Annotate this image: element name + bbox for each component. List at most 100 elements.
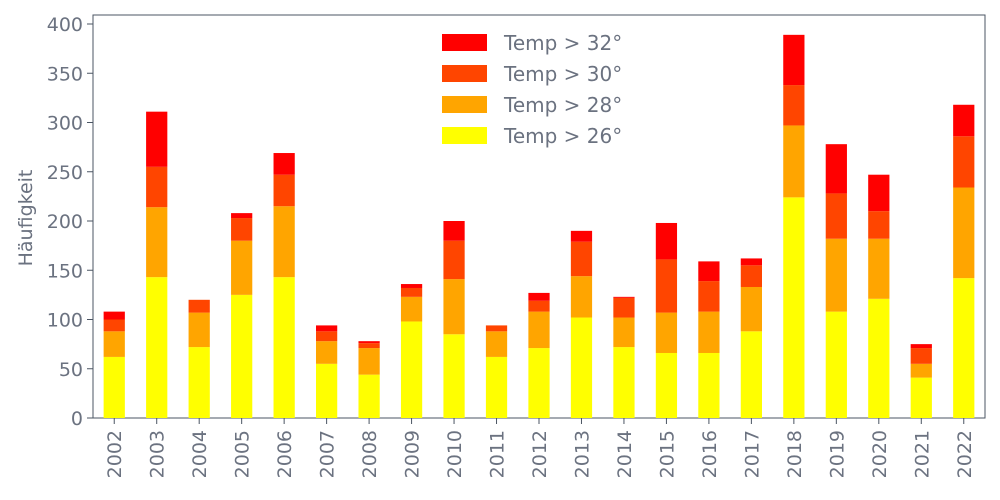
x-tick-label: 2011: [487, 430, 509, 478]
legend-swatch: [442, 127, 487, 144]
legend-swatch: [442, 96, 487, 113]
bar-segment: [783, 34, 805, 86]
bar-segment: [358, 343, 380, 349]
bar-segment: [146, 277, 168, 418]
legend-label: Temp > 26°: [503, 124, 622, 148]
legend-swatch: [442, 65, 487, 82]
bar-segment: [698, 311, 720, 353]
bar-segment: [443, 221, 465, 241]
x-tick-label: 2006: [274, 430, 296, 478]
bar-segment: [698, 352, 720, 418]
y-tick-label: 0: [71, 408, 83, 430]
bar-segment: [400, 287, 423, 297]
bar-segment: [825, 311, 847, 418]
y-tick-label: 150: [47, 260, 83, 282]
bar-segment: [273, 153, 295, 175]
x-tick-label: 2012: [529, 430, 551, 478]
x-tick-label: 2007: [317, 430, 339, 478]
bars: [103, 34, 975, 418]
bar-segment: [103, 331, 125, 357]
bar-segment: [485, 356, 508, 418]
bar-segment: [613, 317, 635, 348]
bar-segment: [103, 319, 125, 332]
y-tick-label: 50: [59, 359, 83, 381]
bar-segment: [740, 286, 762, 332]
x-tick-label: 2017: [741, 430, 763, 478]
x-tick-label: 2008: [359, 430, 381, 478]
bar-segment: [868, 174, 890, 212]
bar-segment: [570, 276, 593, 318]
bar-segment: [953, 278, 975, 418]
bar-segment: [698, 281, 720, 312]
bar-segment: [655, 222, 678, 260]
bar-segment: [953, 104, 975, 137]
bar-segment: [358, 374, 380, 418]
x-tick-label: 2003: [147, 430, 169, 478]
bar-segment: [528, 292, 550, 301]
bar-segment: [103, 311, 125, 320]
bar-segment: [783, 197, 805, 418]
x-tick-label: 2018: [784, 430, 806, 478]
bar-segment: [570, 317, 593, 418]
y-axis: 0 50 100 150 200 250 300 350 400: [47, 14, 93, 430]
x-tick-label: 2013: [571, 430, 593, 478]
y-tick-label: 200: [47, 211, 83, 233]
bar-segment: [740, 331, 762, 418]
bar-segment: [783, 85, 805, 126]
bar-segment: [316, 341, 338, 364]
bar-segment: [400, 321, 423, 418]
bar-segment: [825, 238, 847, 312]
bar-segment: [613, 347, 635, 418]
x-tick-label: 2021: [911, 430, 933, 478]
x-tick-label: 2015: [656, 430, 678, 478]
bar-segment: [783, 125, 805, 198]
bar-segment: [825, 144, 847, 194]
bar-segment: [273, 174, 295, 207]
x-axis: 2002 2003 2004 2005 2006 2007 2008 2009 2010 2011…: [104, 418, 976, 478]
bar-segment: [231, 218, 253, 241]
bar-segment: [868, 211, 890, 239]
bar-segment: [443, 334, 465, 418]
y-tick-label: 400: [47, 14, 83, 36]
bar-segment: [910, 344, 932, 349]
bar-segment: [613, 297, 635, 318]
bar-segment: [146, 111, 168, 167]
x-tick-label: 2014: [614, 430, 636, 478]
bar-segment: [698, 261, 720, 282]
bar-segment: [273, 206, 295, 278]
x-tick-label: 2004: [189, 430, 211, 478]
y-axis-title: Häufigkeit: [15, 170, 37, 267]
bar-segment: [868, 298, 890, 418]
bar-segment: [443, 279, 465, 335]
bar-segment: [613, 296, 635, 298]
bar-segment: [910, 363, 932, 378]
bar-segment: [358, 348, 380, 375]
bar-segment: [910, 348, 932, 364]
legend-swatch: [442, 34, 487, 51]
y-tick-label: 300: [47, 113, 83, 135]
bar-segment: [570, 230, 593, 242]
x-tick-label: 2020: [869, 430, 891, 478]
x-tick-label: 2019: [826, 430, 848, 478]
bar-segment: [655, 312, 678, 353]
bar-segment: [231, 240, 253, 295]
bar-segment: [400, 296, 423, 322]
bar-segment: [400, 284, 423, 288]
y-tick-label: 350: [47, 63, 83, 85]
bar-segment: [868, 238, 890, 299]
x-tick-label: 2009: [402, 430, 424, 478]
bar-segment: [485, 325, 508, 332]
bar-segment: [740, 265, 762, 287]
bar-segment: [188, 299, 210, 313]
bar-segment: [103, 356, 125, 418]
y-tick-label: 250: [47, 162, 83, 184]
bar-segment: [146, 207, 168, 278]
x-tick-label: 2016: [699, 430, 721, 478]
legend-label: Temp > 28°: [503, 93, 622, 117]
bar-segment: [231, 294, 253, 418]
bar-segment: [740, 258, 762, 266]
bar-segment: [443, 240, 465, 280]
x-tick-label: 2002: [104, 430, 126, 478]
bar-segment: [146, 166, 168, 208]
